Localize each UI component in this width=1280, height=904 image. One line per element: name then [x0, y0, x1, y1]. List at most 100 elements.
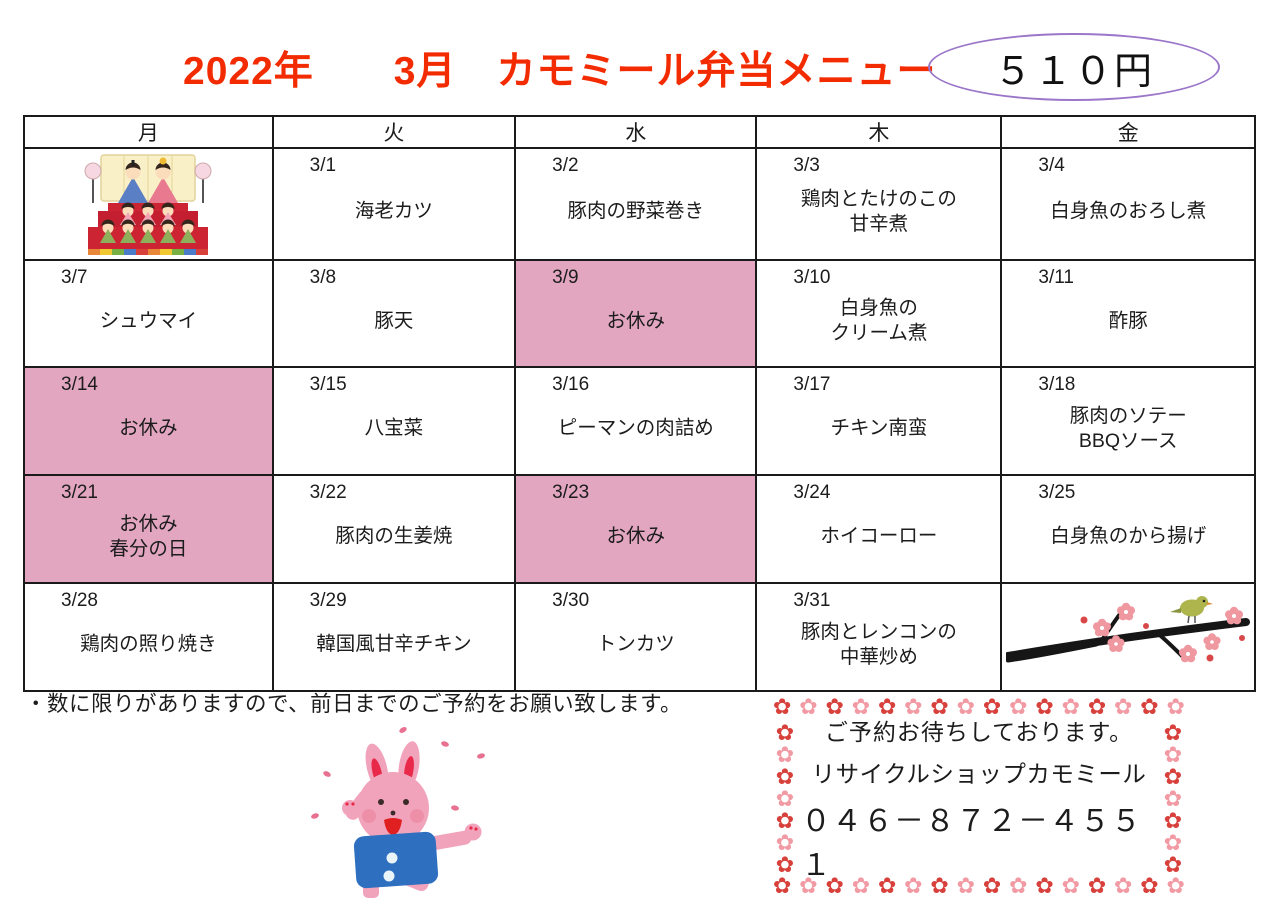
calendar-cell: 3/2 豚肉の野菜巻き: [514, 147, 758, 261]
menu-item: シュウマイ: [99, 309, 198, 332]
date-label: 3/1: [309, 155, 337, 176]
flower-border-right: ✿ ✿ ✿ ✿ ✿ ✿ ✿: [1161, 720, 1185, 876]
date-label: 3/30: [552, 590, 590, 611]
date-label: 3/24: [793, 482, 831, 503]
week-row-4: 3/21 お休み 春分の日 3/22 豚肉の生姜焼 3/23 お休み 3/24 ホイコー…: [23, 474, 1256, 584]
date-label: 3/2: [552, 155, 579, 176]
plum-flower-icon: ✿: [1166, 873, 1185, 898]
plum-flower-icon: ✿: [1166, 694, 1185, 719]
calendar-cell: 3/1 海老カツ: [271, 147, 517, 261]
calendar-cell: 3/18 豚肉のソテー BBQソース: [1000, 366, 1256, 476]
date-label: 3/3: [793, 155, 820, 176]
plum-flower-icon: ✿: [775, 720, 795, 745]
plum-flower-icon: ✿: [773, 873, 792, 898]
week-row-1: 3/1 海老カツ 3/2 豚肉の野菜巻き 3/3 鶏肉とたけのこの 甘辛煮 3/4 白身…: [23, 147, 1256, 261]
rabbit-illustration: [311, 727, 485, 898]
weekday-monday: 月: [23, 115, 274, 149]
calendar-cell: 3/7 シュウマイ: [23, 259, 274, 368]
price-badge: ５１０円: [928, 33, 1220, 101]
date-label: 3/18: [1038, 374, 1076, 395]
date-label: 3/28: [61, 590, 98, 611]
date-label: 3/11: [1038, 267, 1074, 288]
menu-item: 豚天: [374, 309, 414, 332]
plum-flower-icon: ✿: [1061, 873, 1081, 898]
page-title: 2022年 3月 カモミール弁当メニュー: [183, 50, 937, 93]
date-label: 3/17: [793, 374, 831, 395]
plum-flower-icon: ✿: [1114, 873, 1133, 898]
plum-flower-icon: ✿: [1009, 694, 1028, 719]
plum-flower-icon: ✿: [775, 808, 795, 833]
plum-flower-icon: ✿: [1163, 742, 1183, 767]
weekday-wednesday: 水: [514, 115, 758, 149]
plum-flower-icon: ✿: [1163, 808, 1183, 833]
date-label: 3/31: [793, 590, 831, 611]
menu-item: 白身魚のおろし煮: [1050, 200, 1207, 223]
plum-flower-icon: ✿: [1087, 694, 1107, 719]
plum-flower-icon: ✿: [1061, 694, 1081, 719]
calendar-cell: 3/17 チキン南蛮: [755, 366, 1003, 476]
menu-item: 豚肉とレンコンの 中華炒め: [800, 620, 957, 668]
menu-item: チキン南蛮: [830, 417, 928, 440]
calendar-cell-plum: [1000, 582, 1256, 692]
flower-border-top: ✿ ✿ ✿ ✿ ✿ ✿ ✿ ✿ ✿ ✿ ✿ ✿ ✿ ✿ ✿ ✿: [773, 696, 1185, 718]
calendar-cell: 3/11 酢豚: [1000, 259, 1256, 368]
menu-item: 海老カツ: [354, 200, 433, 223]
plum-flower-icon: ✿: [851, 873, 871, 898]
plum-flower-icon: ✿: [775, 786, 795, 811]
calendar-cell-holiday: 3/9 お休み: [514, 259, 758, 368]
menu-item: 白身魚のから揚げ: [1050, 525, 1207, 548]
date-label: 3/14: [61, 374, 98, 395]
price-text: ５１０円: [993, 50, 1154, 93]
calendar-cell: 3/4 白身魚のおろし煮: [1000, 147, 1256, 261]
plum-flower-icon: ✿: [1163, 786, 1183, 811]
menu-item: 韓国風甘辛チキン: [316, 633, 472, 656]
week-row-2: 3/7 シュウマイ 3/8 豚天 3/9 お休み 3/10 白身魚の クリーム煮 3/1…: [23, 259, 1256, 368]
menu-item: 鶏肉の照り焼き: [80, 633, 217, 656]
phone-number: ０４６－８７２－４５５１: [801, 805, 1142, 882]
calendar-cell: 3/30 トンカツ: [514, 582, 758, 692]
plum-flower-icon: ✿: [773, 694, 792, 719]
flower-border-bottom: ✿ ✿ ✿ ✿ ✿ ✿ ✿ ✿ ✿ ✿ ✿ ✿ ✿ ✿ ✿ ✿: [773, 875, 1185, 897]
calendar-cell-holiday: 3/23 お休み: [514, 474, 758, 584]
date-label: 3/25: [1038, 482, 1076, 503]
date-label: 3/29: [309, 590, 347, 611]
weekday-tuesday: 火: [271, 115, 517, 149]
plum-flower-icon: ✿: [1163, 852, 1183, 877]
date-label: 3/8: [309, 267, 337, 288]
plum-flower-icon: ✿: [1163, 830, 1183, 855]
reservation-note: ・数に限りがありますので、前日までのご予約をお願い致します。: [25, 692, 682, 716]
menu-item: 豚肉の生姜焼: [335, 525, 453, 548]
calendar-cell: 3/28 鶏肉の照り焼き: [23, 582, 274, 692]
menu-item: 豚肉のソテー BBQソース: [1069, 404, 1187, 452]
date-label: 3/10: [793, 267, 831, 288]
menu-item: お休み: [606, 525, 666, 548]
date-label: 3/9: [552, 267, 579, 288]
plum-flower-icon: ✿: [904, 694, 923, 719]
date-label: 3/23: [552, 482, 590, 503]
plum-flower-icon: ✿: [825, 694, 844, 719]
menu-item: お休み: [119, 417, 178, 440]
hina-dolls-illustration: [84, 154, 212, 255]
plum-flower-icon: ✿: [982, 694, 1002, 719]
date-label: 3/15: [309, 374, 347, 395]
plum-flower-icon: ✿: [1163, 720, 1183, 745]
week-row-5: 3/28 鶏肉の照り焼き 3/29 韓国風甘辛チキン 3/30 トンカツ 3/31 豚肉…: [23, 582, 1256, 692]
plum-flower-icon: ✿: [1035, 694, 1054, 719]
shop-name: リサイクルショップカモミール: [811, 761, 1147, 787]
plum-flower-icon: ✿: [799, 694, 818, 719]
plum-flower-icon: ✿: [930, 694, 949, 719]
menu-item: 八宝菜: [364, 417, 424, 440]
plum-flower-icon: ✿: [1163, 764, 1183, 789]
menu-item: 白身魚の クリーム煮: [830, 297, 928, 345]
date-label: 3/16: [552, 374, 590, 395]
weekday-header-row: 月 火 水 木 金: [23, 115, 1256, 149]
calendar-cell: 3/31 豚肉とレンコンの 中華炒め: [755, 582, 1003, 692]
plum-flower-icon: ✿: [775, 764, 795, 789]
date-label: 3/21: [61, 482, 98, 503]
plum-flower-icon: ✿: [930, 873, 949, 898]
plum-flower-icon: ✿: [877, 694, 897, 719]
plum-flower-icon: ✿: [775, 830, 795, 855]
weekday-thursday: 木: [755, 115, 1003, 149]
calendar-cell-hina: [23, 147, 274, 261]
